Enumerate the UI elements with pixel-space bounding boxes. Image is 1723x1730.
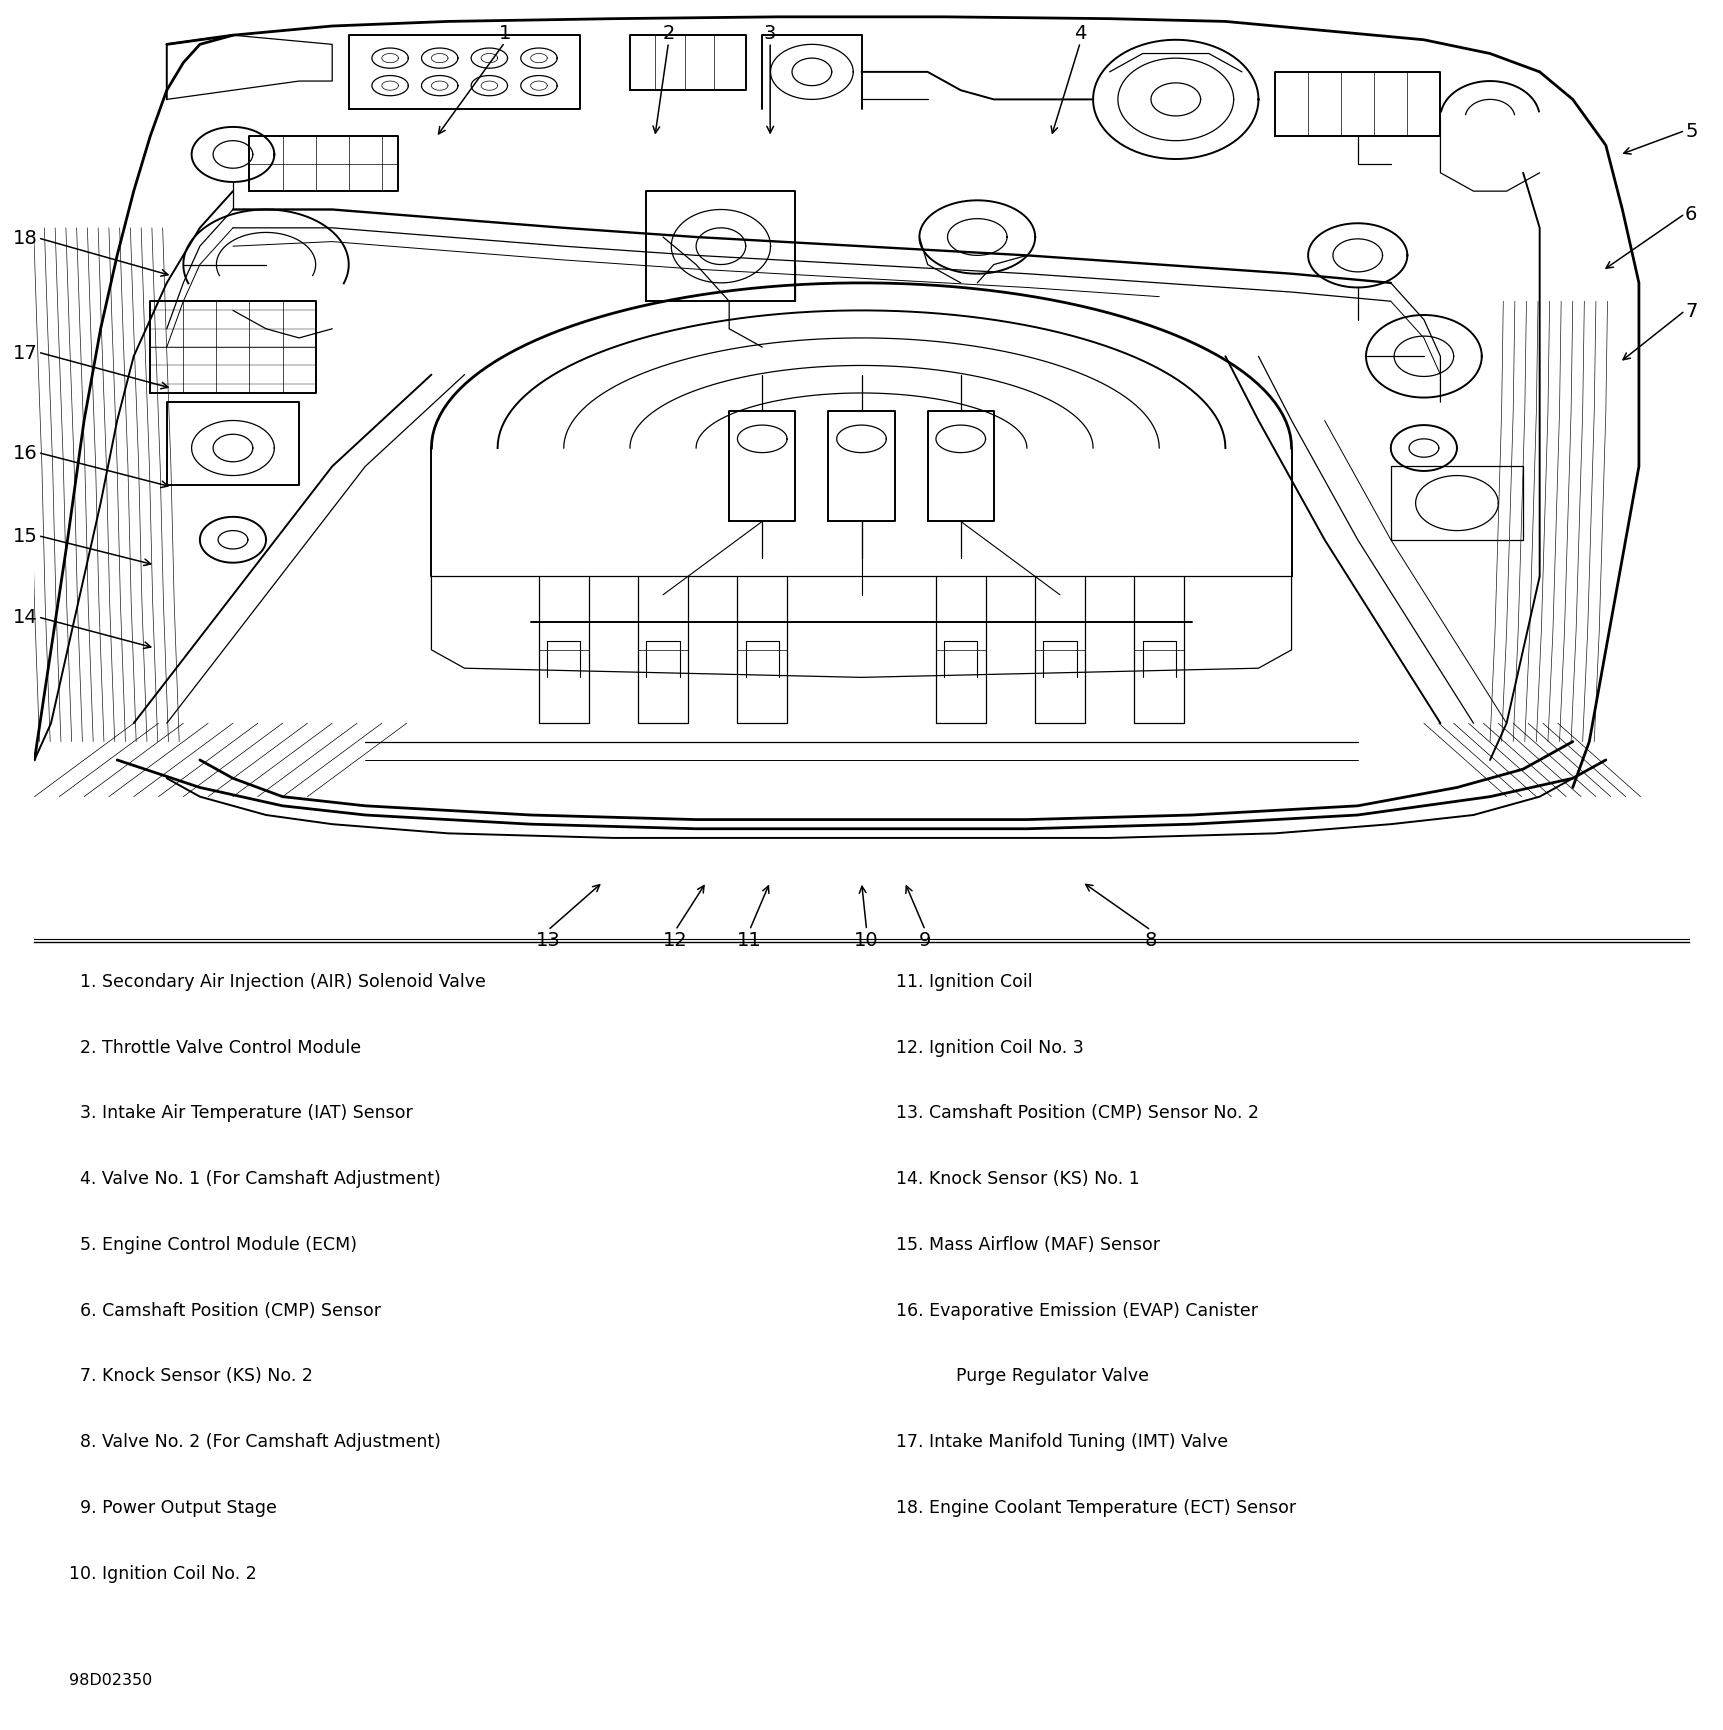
Text: 18. Engine Coolant Temperature (ECT) Sensor: 18. Engine Coolant Temperature (ECT) Sen… (896, 1498, 1296, 1515)
Text: 16. Evaporative Emission (EVAP) Canister: 16. Evaporative Emission (EVAP) Canister (896, 1301, 1258, 1318)
Text: 4. Valve No. 1 (For Camshaft Adjustment): 4. Valve No. 1 (For Camshaft Adjustment) (69, 1169, 441, 1187)
Text: 10: 10 (855, 931, 879, 950)
Text: 9. Power Output Stage: 9. Power Output Stage (69, 1498, 277, 1515)
Text: 7. Knock Sensor (KS) No. 2: 7. Knock Sensor (KS) No. 2 (69, 1367, 314, 1384)
Text: Purge Regulator Valve: Purge Regulator Valve (956, 1367, 1149, 1384)
Text: 6: 6 (1685, 206, 1697, 223)
Text: 1. Secondary Air Injection (AIR) Solenoid Valve: 1. Secondary Air Injection (AIR) Solenoi… (69, 972, 486, 990)
Text: 2: 2 (662, 24, 675, 43)
Text: 14. Knock Sensor (KS) No. 1: 14. Knock Sensor (KS) No. 1 (896, 1169, 1139, 1187)
Text: 11. Ignition Coil: 11. Ignition Coil (896, 972, 1032, 990)
Text: 12. Ignition Coil No. 3: 12. Ignition Coil No. 3 (896, 1038, 1084, 1055)
Text: 8: 8 (1144, 931, 1158, 950)
Text: 15: 15 (14, 528, 38, 545)
Text: 5: 5 (1685, 123, 1697, 140)
Text: 1: 1 (498, 24, 512, 43)
Text: 98D02350: 98D02350 (69, 1671, 152, 1687)
Text: 13. Camshaft Position (CMP) Sensor No. 2: 13. Camshaft Position (CMP) Sensor No. 2 (896, 1104, 1260, 1121)
Text: 3. Intake Air Temperature (IAT) Sensor: 3. Intake Air Temperature (IAT) Sensor (69, 1104, 414, 1121)
Text: 6. Camshaft Position (CMP) Sensor: 6. Camshaft Position (CMP) Sensor (69, 1301, 381, 1318)
Text: 11: 11 (737, 931, 762, 950)
Text: 5. Engine Control Module (ECM): 5. Engine Control Module (ECM) (69, 1235, 357, 1253)
Text: 15. Mass Airflow (MAF) Sensor: 15. Mass Airflow (MAF) Sensor (896, 1235, 1160, 1253)
Text: 17. Intake Manifold Tuning (IMT) Valve: 17. Intake Manifold Tuning (IMT) Valve (896, 1432, 1228, 1450)
Text: 8. Valve No. 2 (For Camshaft Adjustment): 8. Valve No. 2 (For Camshaft Adjustment) (69, 1432, 441, 1450)
Text: 4: 4 (1073, 24, 1087, 43)
Text: 3: 3 (763, 24, 777, 43)
Text: 2. Throttle Valve Control Module: 2. Throttle Valve Control Module (69, 1038, 362, 1055)
Text: 13: 13 (536, 931, 560, 950)
Text: 10. Ignition Coil No. 2: 10. Ignition Coil No. 2 (69, 1564, 257, 1581)
Text: 9: 9 (918, 931, 932, 950)
Text: 7: 7 (1685, 303, 1697, 320)
Text: 12: 12 (663, 931, 687, 950)
Text: 17: 17 (14, 344, 38, 362)
Text: 16: 16 (14, 445, 38, 462)
Text: 14: 14 (14, 609, 38, 626)
Text: 18: 18 (14, 230, 38, 247)
